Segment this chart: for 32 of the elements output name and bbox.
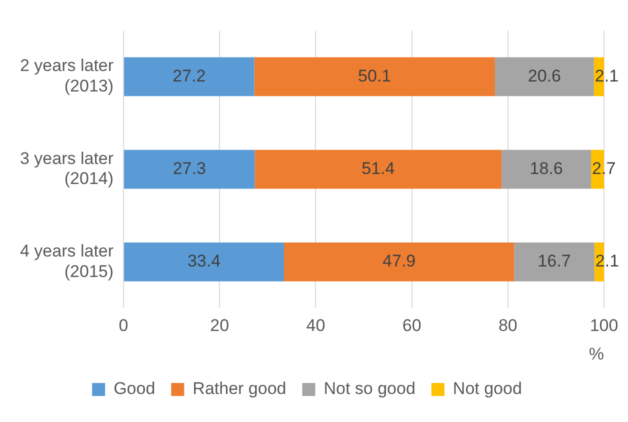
data-label: 20.6	[528, 66, 561, 86]
data-label: 16.7	[538, 252, 571, 271]
y-tick-label: 2 years later (2013)	[20, 56, 114, 96]
bar	[502, 150, 592, 189]
y-tick-label: 4 years later (2015)	[20, 241, 114, 281]
bar	[514, 242, 594, 282]
legend-label: Not good	[452, 379, 522, 398]
data-label: 27.2	[172, 66, 206, 86]
x-tick-label: 100	[590, 316, 618, 336]
data-label: 33.4	[187, 252, 221, 271]
x-tick-label: 40	[306, 316, 326, 336]
bar	[284, 242, 514, 282]
legend-label: Not so good	[324, 379, 416, 398]
bar	[124, 150, 255, 189]
bar	[124, 242, 284, 282]
legend-label: Rather good	[192, 379, 286, 398]
x-tick-label: 0	[118, 316, 128, 336]
data-label: 47.9	[382, 252, 416, 271]
bar	[254, 57, 495, 96]
data-label: 18.6	[530, 158, 563, 178]
data-label: 51.4	[362, 158, 395, 178]
x-tick-label: 80	[498, 316, 518, 336]
data-label: 27.3	[172, 158, 206, 178]
y-tick-label: 3 years later (2014)	[20, 148, 114, 188]
x-tick-label: 60	[402, 316, 422, 336]
bar	[124, 57, 254, 96]
x-axis-title: %	[588, 344, 604, 364]
bar	[494, 57, 594, 96]
x-tick-label: 20	[210, 316, 230, 336]
bar	[254, 150, 502, 189]
data-label: 50.1	[358, 66, 392, 86]
legend-label: Good	[114, 379, 156, 398]
